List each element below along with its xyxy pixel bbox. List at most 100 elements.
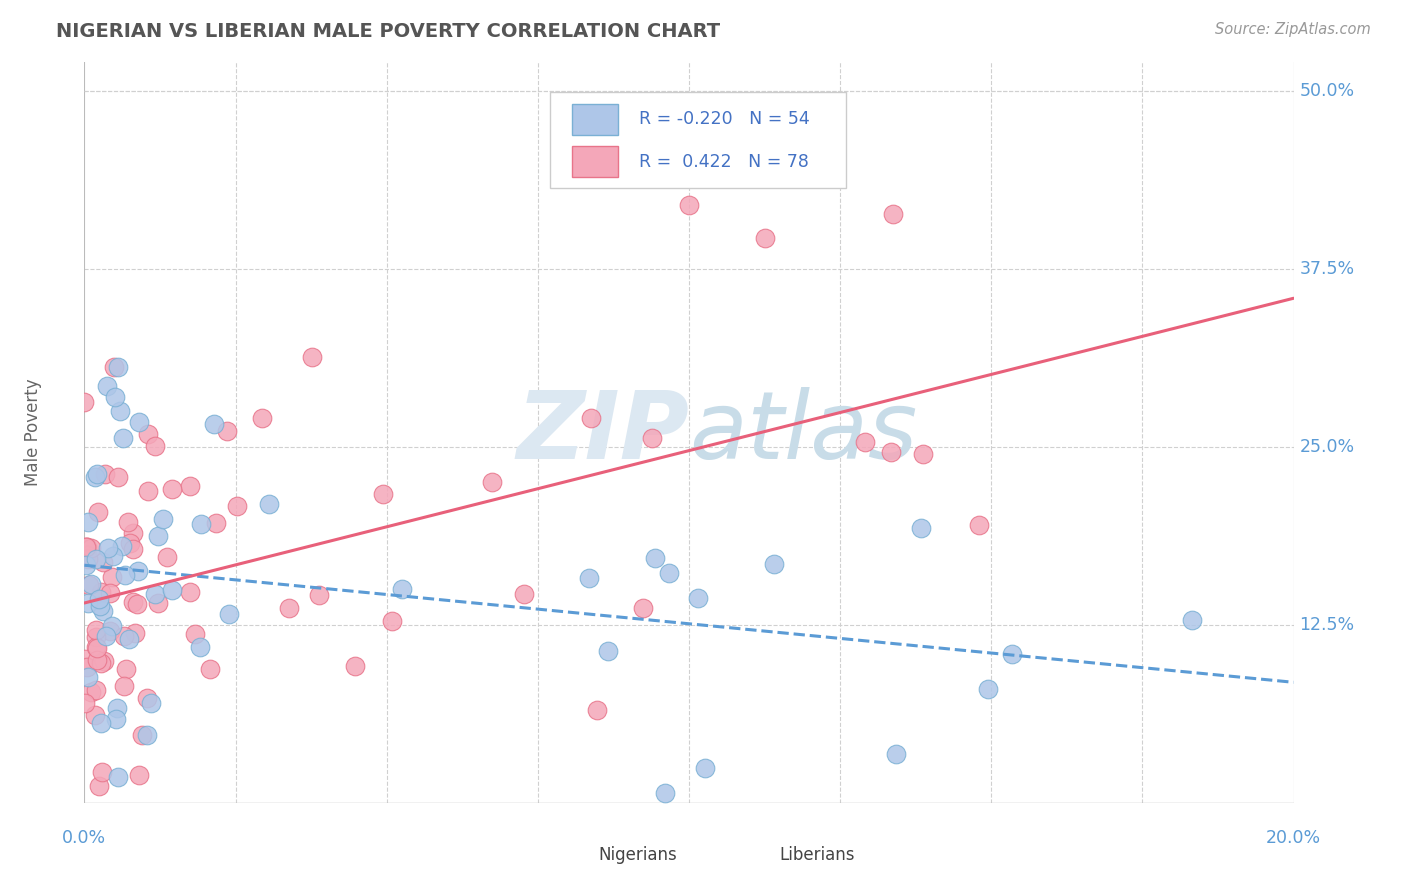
Text: 25.0%: 25.0% xyxy=(1299,438,1355,456)
Point xyxy=(160,483,183,497)
Point xyxy=(969,517,991,532)
Point xyxy=(641,431,664,445)
Point xyxy=(73,652,96,666)
Point xyxy=(301,351,323,365)
Text: ZIP: ZIP xyxy=(516,386,689,479)
Point xyxy=(86,652,108,666)
Point xyxy=(121,595,143,609)
Point xyxy=(128,768,150,782)
Text: R =  0.422   N = 78: R = 0.422 N = 78 xyxy=(640,153,810,170)
Point xyxy=(91,764,114,779)
Point xyxy=(96,379,118,393)
Point xyxy=(96,629,118,643)
Point xyxy=(257,497,280,511)
Point xyxy=(80,541,103,555)
Point xyxy=(586,703,609,717)
Point xyxy=(135,728,157,742)
Point xyxy=(143,587,166,601)
Point xyxy=(76,670,98,684)
Point xyxy=(84,623,107,637)
Point xyxy=(977,681,1000,696)
Point xyxy=(598,643,620,657)
Point xyxy=(112,629,135,643)
Point xyxy=(146,596,169,610)
Point xyxy=(200,662,222,676)
Point xyxy=(91,604,114,618)
Point xyxy=(143,439,166,453)
Point xyxy=(87,505,110,519)
Point xyxy=(880,444,903,458)
FancyBboxPatch shape xyxy=(572,146,617,178)
Point xyxy=(98,586,121,600)
FancyBboxPatch shape xyxy=(725,847,768,865)
Point xyxy=(111,539,134,553)
Point xyxy=(114,567,136,582)
Point xyxy=(103,359,125,374)
Point xyxy=(882,207,904,221)
Point xyxy=(754,230,776,244)
Point xyxy=(118,632,141,646)
Point xyxy=(513,587,536,601)
Point xyxy=(122,542,145,557)
Point xyxy=(481,475,503,490)
Point xyxy=(391,582,413,597)
Point xyxy=(115,661,138,675)
Point xyxy=(202,417,225,431)
Point xyxy=(84,683,107,698)
Point xyxy=(308,588,330,602)
Point xyxy=(93,467,115,482)
Point xyxy=(225,500,247,514)
Point xyxy=(124,626,146,640)
Point xyxy=(101,619,124,633)
Point xyxy=(117,515,139,529)
Point xyxy=(76,552,98,566)
Point xyxy=(579,410,602,425)
Text: 0.0%: 0.0% xyxy=(62,829,107,847)
Point xyxy=(136,484,159,499)
Point xyxy=(90,585,112,599)
Point xyxy=(381,615,404,629)
FancyBboxPatch shape xyxy=(550,92,846,188)
Point xyxy=(86,640,108,655)
Point xyxy=(688,591,710,606)
Point xyxy=(146,529,169,543)
FancyBboxPatch shape xyxy=(544,847,586,865)
Point xyxy=(73,696,96,710)
Point xyxy=(278,600,301,615)
Point xyxy=(344,658,367,673)
Point xyxy=(98,624,121,638)
Point xyxy=(77,516,100,530)
Point xyxy=(90,716,112,731)
Point xyxy=(373,487,395,501)
Point xyxy=(156,549,179,564)
Point xyxy=(76,660,98,674)
Text: 20.0%: 20.0% xyxy=(1265,829,1322,847)
Point xyxy=(89,599,111,614)
Point xyxy=(77,596,100,610)
Point xyxy=(83,707,105,722)
Text: Nigerians: Nigerians xyxy=(599,847,678,864)
Point xyxy=(654,787,676,801)
Point xyxy=(76,548,98,562)
Text: Source: ZipAtlas.com: Source: ZipAtlas.com xyxy=(1215,22,1371,37)
Point xyxy=(75,541,97,555)
Text: 50.0%: 50.0% xyxy=(1299,82,1355,100)
Point xyxy=(910,521,932,535)
Point xyxy=(79,685,101,699)
Point xyxy=(162,582,184,597)
Point xyxy=(89,591,111,606)
Point xyxy=(128,416,150,430)
Point xyxy=(93,654,115,668)
Point xyxy=(84,631,107,645)
Point xyxy=(658,566,681,580)
Point xyxy=(179,584,201,599)
Point xyxy=(75,541,97,555)
Point xyxy=(105,700,128,714)
Text: 12.5%: 12.5% xyxy=(1299,615,1355,634)
Point xyxy=(112,679,135,693)
Point xyxy=(118,536,141,550)
Text: R = -0.220   N = 54: R = -0.220 N = 54 xyxy=(640,111,810,128)
Point xyxy=(86,640,108,655)
Point xyxy=(693,761,716,775)
Point xyxy=(152,512,174,526)
